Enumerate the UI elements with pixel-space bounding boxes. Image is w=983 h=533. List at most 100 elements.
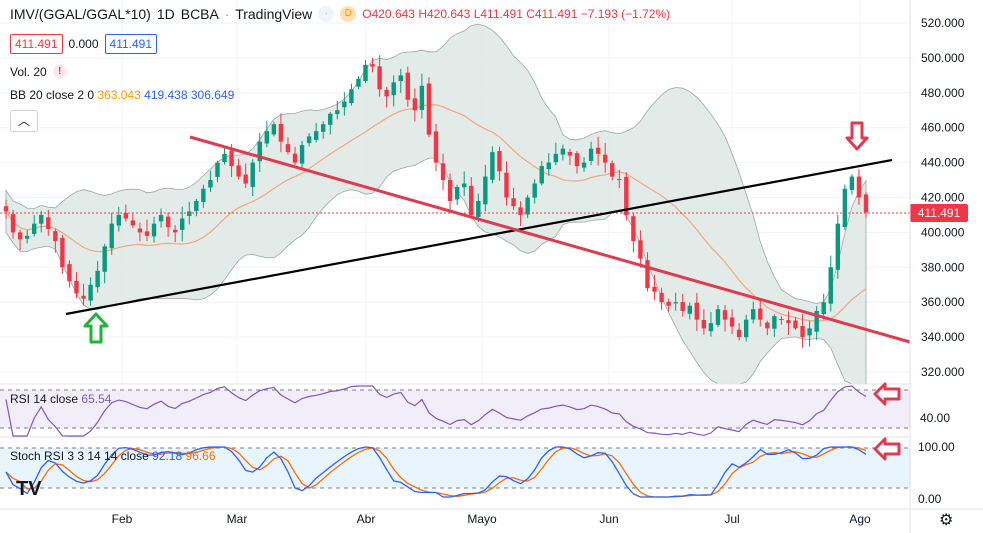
price-axis[interactable]: 520.000 500.000 480.000 460.000 440.000 420.0… — [921, 16, 965, 379]
candle — [617, 169, 622, 188]
candle — [419, 73, 425, 119]
candle — [172, 225, 178, 243]
candle — [708, 312, 714, 337]
candle — [722, 304, 728, 332]
candle — [46, 209, 51, 236]
candle — [285, 137, 291, 155]
time-axis[interactable]: Feb Mar Abr Mayo Jun Jul Ago — [112, 512, 871, 526]
candle — [10, 209, 16, 239]
candle — [257, 133, 262, 173]
chevron-up-icon: ︿ — [17, 114, 30, 128]
candle — [398, 68, 403, 93]
red-left-arrow-icon — [873, 382, 901, 406]
candle — [109, 212, 114, 255]
volume-legend[interactable]: Vol. 20 ! — [10, 65, 67, 79]
candle — [849, 174, 855, 195]
candle — [715, 304, 721, 328]
candle — [370, 57, 375, 73]
candle — [74, 272, 79, 299]
gear-icon[interactable]: ⚙ — [939, 512, 954, 529]
stoch-tick-top: 100.00 — [918, 440, 955, 454]
separator-dot: · — [224, 6, 230, 22]
candle — [67, 260, 72, 288]
candlestick-series — [3, 55, 869, 348]
ohlc-values: O420.643 H420.643 L411.491 C411.491 −7.1… — [362, 7, 670, 21]
candle — [151, 216, 157, 243]
candle — [638, 230, 643, 268]
candle — [158, 208, 164, 228]
candle — [454, 184, 460, 206]
candle — [765, 320, 770, 336]
exchange: BCBA — [180, 6, 219, 22]
candle — [88, 277, 93, 306]
candle — [391, 75, 396, 107]
interval[interactable]: 1D — [156, 6, 175, 22]
candle — [384, 86, 389, 108]
data-source: TradingView — [235, 6, 313, 22]
buy-price-box[interactable]: 411.491 — [104, 34, 158, 54]
candle — [779, 316, 784, 325]
candle — [497, 146, 502, 181]
candle — [652, 274, 657, 300]
price-tick: 500.000 — [921, 51, 965, 65]
warning-icon[interactable]: ! — [52, 65, 67, 79]
candle — [807, 320, 812, 347]
bollinger-legend[interactable]: BB 20 close 2 0 363.043 419.438 306.649 — [10, 88, 234, 102]
time-tick: Abr — [357, 512, 376, 526]
candle — [595, 136, 601, 166]
tradingview-logo-icon[interactable]: TV — [16, 478, 42, 500]
candle — [504, 161, 509, 206]
rsi-legend[interactable]: RSI 14 close 65.54 — [10, 392, 111, 406]
collapse-legend-button[interactable]: ︿ — [10, 110, 38, 132]
candle — [793, 317, 798, 331]
rsi-tick: 40.00 — [920, 411, 950, 425]
candle — [786, 311, 791, 335]
stoch-legend[interactable]: Stoch RSI 3 3 14 14 close 92.18 96.66 — [10, 449, 216, 463]
open-value: O420.643 — [362, 7, 415, 21]
spread-value: 0.000 — [68, 37, 99, 51]
time-tick: Jul — [724, 512, 739, 526]
candle — [292, 146, 298, 166]
candle — [532, 179, 537, 204]
bb-lower-value: 306.649 — [190, 88, 235, 102]
candle — [116, 206, 121, 232]
red-down-arrow-icon — [845, 121, 869, 151]
candle — [736, 323, 742, 341]
candle — [560, 144, 566, 161]
candle — [335, 100, 340, 120]
candle — [447, 173, 453, 212]
stoch-rsi-pane: 100.00 0.00 — [0, 437, 955, 506]
candle — [130, 213, 136, 229]
sell-price-box[interactable]: 411.491 — [10, 34, 63, 54]
trendline-support[interactable] — [65, 158, 893, 316]
candle — [490, 146, 495, 184]
candle — [553, 142, 559, 166]
candle — [39, 210, 44, 233]
bb-basis-value: 363.043 — [97, 88, 141, 102]
price-tick: 440.000 — [921, 156, 965, 170]
trendline-resistance[interactable] — [189, 135, 911, 344]
candle — [250, 159, 255, 197]
status-icon[interactable]: · — [318, 6, 335, 22]
price-tick: 380.000 — [921, 260, 965, 274]
delayed-data-icon[interactable]: D — [340, 6, 357, 22]
candle — [539, 160, 544, 186]
price-tick: 520.000 — [921, 16, 965, 30]
price-tick: 480.000 — [921, 86, 965, 100]
bb-name: BB 20 close 2 0 — [10, 88, 95, 102]
candle — [306, 133, 312, 147]
price-tick: 460.000 — [921, 121, 965, 135]
candle — [610, 160, 615, 181]
candle — [694, 293, 700, 332]
stoch-tick-bottom: 0.00 — [918, 492, 942, 506]
candle — [581, 157, 587, 172]
candle — [53, 228, 58, 253]
candle — [440, 153, 446, 190]
candle — [299, 140, 305, 169]
candle — [222, 147, 227, 165]
symbol-name[interactable]: IMV/(GGAL/GGAL*10) — [10, 6, 151, 22]
candle — [687, 302, 692, 320]
candle — [751, 301, 756, 324]
candle — [313, 122, 319, 143]
